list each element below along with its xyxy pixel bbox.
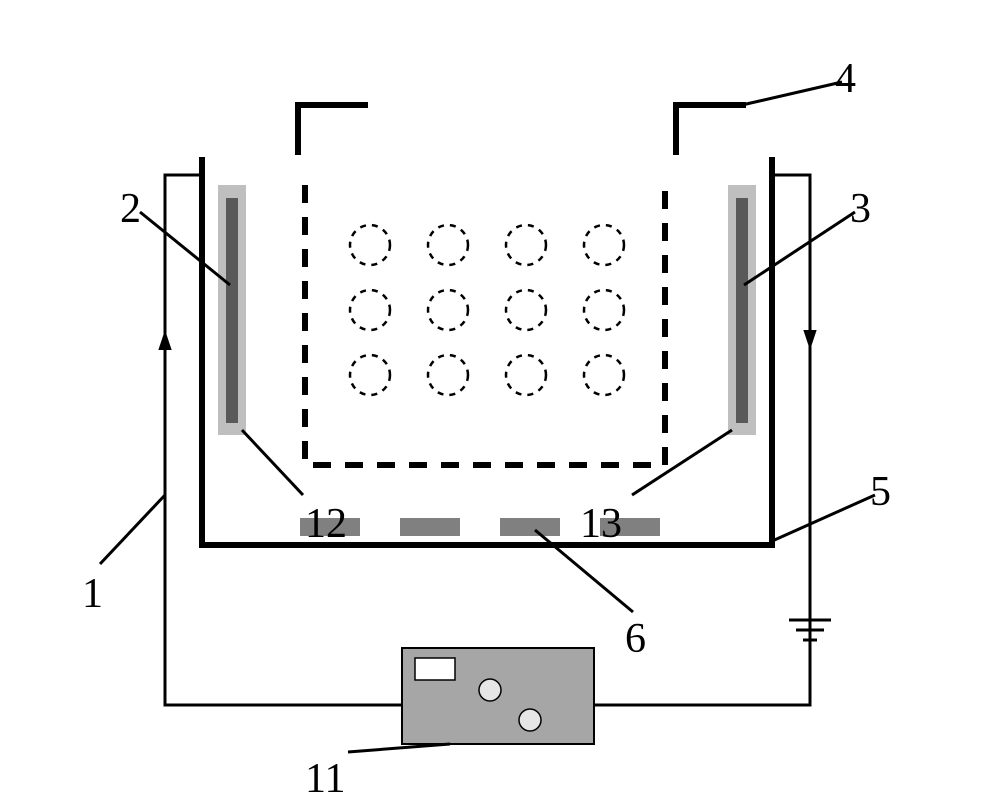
label-3: 3 bbox=[850, 185, 871, 233]
label-12: 12 bbox=[305, 500, 347, 548]
schematic-canvas: 1 2 3 4 5 6 11 12 13 bbox=[0, 0, 1000, 806]
label-2: 2 bbox=[120, 185, 141, 233]
label-13: 13 bbox=[580, 500, 622, 548]
label-5: 5 bbox=[870, 468, 891, 516]
label-4: 4 bbox=[835, 55, 856, 103]
label-1: 1 bbox=[82, 570, 103, 618]
label-11: 11 bbox=[305, 755, 345, 803]
label-6: 6 bbox=[625, 615, 646, 663]
diagram-svg bbox=[0, 0, 1000, 806]
